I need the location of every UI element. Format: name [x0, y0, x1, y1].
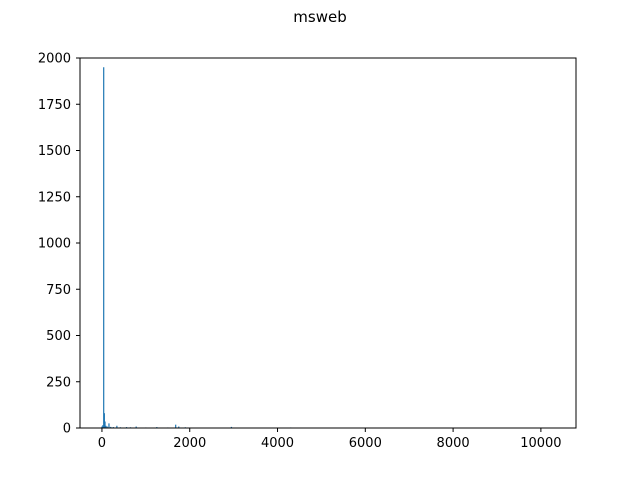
- bar: [101, 426, 103, 428]
- y-tick-label: 750: [46, 283, 71, 298]
- y-tick-label: 250: [46, 375, 71, 390]
- bar: [178, 426, 180, 428]
- bar: [102, 425, 104, 428]
- chart-title: msweb: [293, 8, 346, 26]
- x-tick-label: 10000: [520, 436, 561, 451]
- bar: [116, 425, 118, 428]
- bar: [105, 425, 107, 428]
- bar: [230, 426, 233, 428]
- y-axis-ticks: 0 250 500 750 1000 1250 1500 1750 2000: [38, 52, 80, 437]
- x-tick-label: 4000: [261, 436, 294, 451]
- x-axis-ticks: 0 2000 4000 6000 8000 10000: [98, 428, 562, 451]
- y-tick-label: 1000: [38, 237, 71, 252]
- x-tick-label: 6000: [349, 436, 382, 451]
- y-tick-label: 500: [46, 329, 71, 344]
- bar: [175, 424, 177, 428]
- x-tick-label: 2000: [173, 436, 206, 451]
- bar: [135, 426, 137, 428]
- y-tick-label: 0: [63, 422, 71, 437]
- y-tick-label: 2000: [38, 52, 71, 67]
- x-tick-label: 0: [98, 436, 106, 451]
- y-tick-label: 1500: [38, 144, 71, 159]
- y-tick-label: 1750: [38, 98, 71, 113]
- bar: [110, 426, 112, 428]
- y-tick-label: 1250: [38, 190, 71, 205]
- x-tick-label: 8000: [437, 436, 470, 451]
- plot-frame: [79, 57, 577, 429]
- bar: [106, 426, 108, 428]
- bar: [104, 421, 106, 428]
- bar: [103, 413, 105, 428]
- bar: [103, 67, 105, 428]
- bar: [108, 423, 110, 429]
